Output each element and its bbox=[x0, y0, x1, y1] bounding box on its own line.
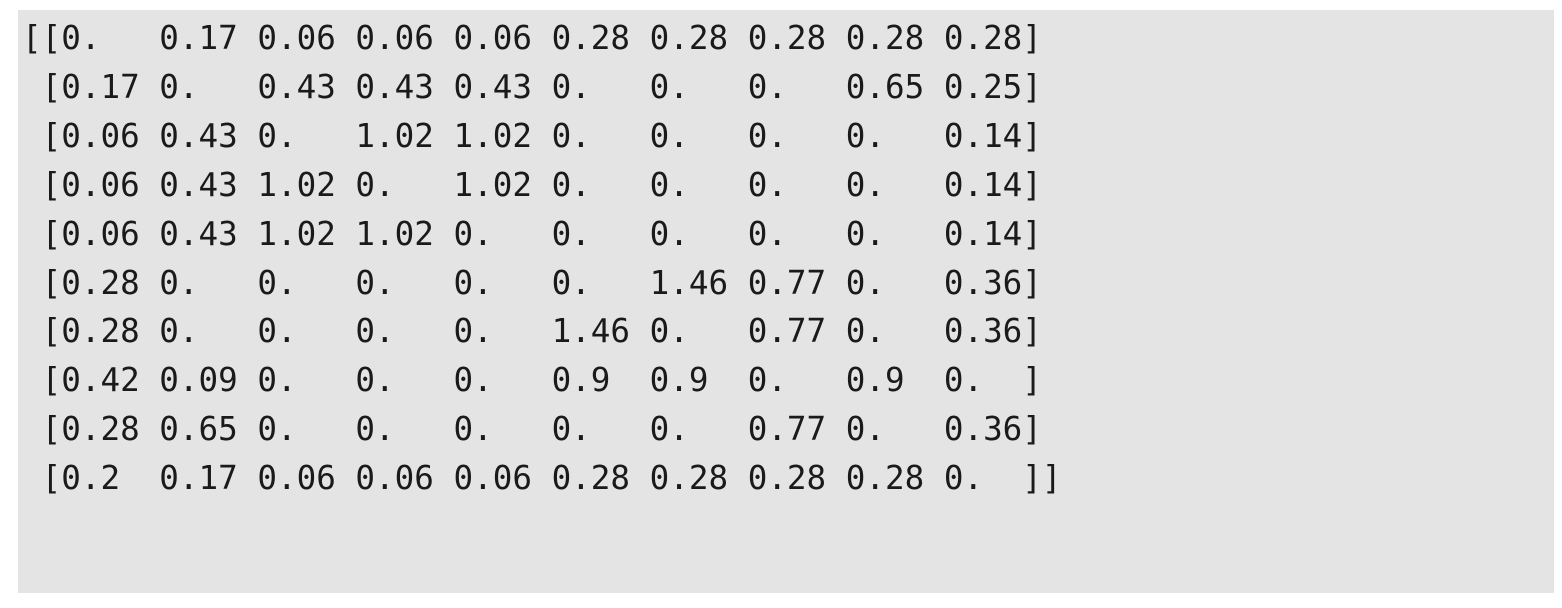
matrix-row-3: [0.06 0.43 0. 1.02 1.02 0. 0. 0. 0. 0.14… bbox=[22, 116, 1042, 155]
matrix-row-2: [0.17 0. 0.43 0.43 0.43 0. 0. 0. 0.65 0.… bbox=[22, 67, 1042, 106]
matrix-output-cell: [[0. 0.17 0.06 0.06 0.06 0.28 0.28 0.28 … bbox=[18, 10, 1554, 593]
matrix-row-6: [0.28 0. 0. 0. 0. 0. 1.46 0.77 0. 0.36] bbox=[22, 263, 1042, 302]
matrix-row-9: [0.28 0.65 0. 0. 0. 0. 0. 0.77 0. 0.36] bbox=[22, 410, 1042, 449]
matrix-row-10: [0.2 0.17 0.06 0.06 0.06 0.28 0.28 0.28 … bbox=[22, 459, 1062, 498]
matrix-row-5: [0.06 0.43 1.02 1.02 0. 0. 0. 0. 0. 0.14… bbox=[22, 214, 1042, 253]
matrix-output-text: [[0. 0.17 0.06 0.06 0.06 0.28 0.28 0.28 … bbox=[18, 10, 1554, 503]
matrix-row-4: [0.06 0.43 1.02 0. 1.02 0. 0. 0. 0. 0.14… bbox=[22, 165, 1042, 204]
matrix-row-8: [0.42 0.09 0. 0. 0. 0.9 0.9 0. 0.9 0. ] bbox=[22, 361, 1042, 400]
matrix-row-7: [0.28 0. 0. 0. 0. 1.46 0. 0.77 0. 0.36] bbox=[22, 312, 1042, 351]
matrix-row-1: [[0. 0.17 0.06 0.06 0.06 0.28 0.28 0.28 … bbox=[22, 19, 1042, 57]
